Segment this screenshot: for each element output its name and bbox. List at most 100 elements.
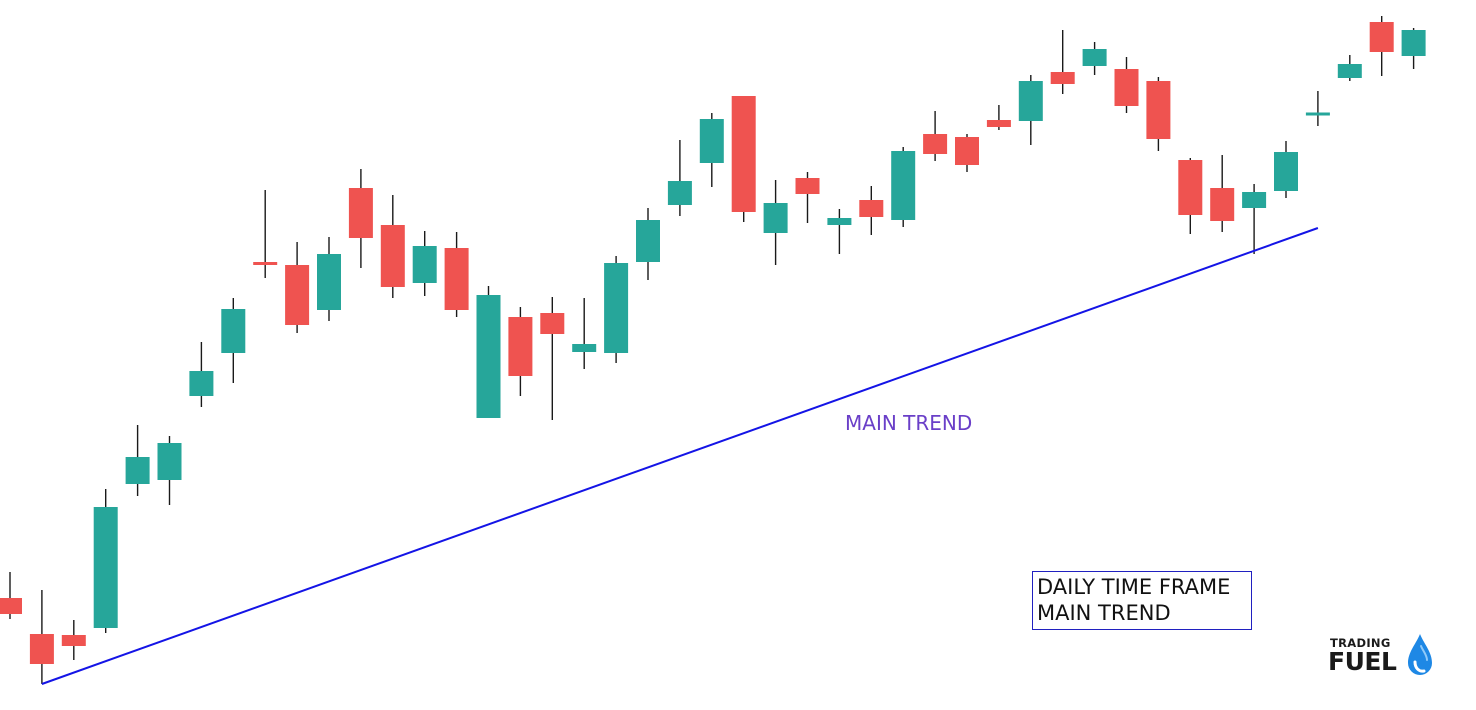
candle [699,113,724,187]
candle [1018,75,1043,145]
candle [476,286,501,418]
candle-body [763,203,788,233]
candle [604,256,629,363]
logo-small-text: TRADING [1330,636,1391,650]
candle-body [731,96,756,212]
candle [1210,155,1235,232]
candle [380,195,405,298]
candle-body [955,137,979,165]
candle [508,307,533,396]
candle-body [1401,30,1426,56]
candle-body [189,371,214,396]
candle-body [1369,22,1394,52]
candle [1274,141,1298,198]
candle-body [1050,72,1075,84]
candle-body [891,151,916,220]
candle-body [795,178,820,194]
candle [540,297,565,420]
candle [221,298,246,383]
main-trend-label: MAIN TREND [845,411,972,435]
candle-body [667,181,692,205]
candle-body [1305,112,1330,116]
candle [731,96,756,222]
trading-fuel-logo: TRADING FUEL [1326,632,1438,680]
candle [859,186,884,235]
candle-body [125,457,150,484]
candle [189,342,214,407]
candle-body [348,188,373,238]
candle-body [412,246,437,283]
candle-body [986,120,1011,127]
candle-body [1274,152,1298,191]
candle [1369,16,1394,76]
candle-body [93,507,118,628]
candle-body [636,220,660,262]
candle [1401,28,1426,69]
candle-body [157,443,182,480]
candle-body [699,119,724,163]
candle [93,489,118,633]
candle [1242,184,1267,254]
candle [412,231,437,296]
candle-body [476,295,501,418]
candle [348,169,373,268]
candle-body [859,200,884,217]
candle [61,620,86,660]
candle-body [29,634,54,664]
candle [157,436,182,505]
candle-body [923,134,948,154]
candle [795,172,820,223]
candle-body [444,248,469,310]
candle-body [540,313,565,334]
candle [891,147,916,227]
trend-layer: MAIN TREND [41,227,1319,685]
candle [763,180,788,265]
main-trend-line [41,227,1319,685]
candle [1178,158,1203,234]
candle [1337,55,1362,81]
candle [317,237,341,321]
candle [923,111,948,161]
candle-body [1146,81,1171,139]
candle [572,298,597,369]
candle [986,105,1011,130]
logo-big-text: FUEL [1328,647,1397,676]
candle-body [221,309,246,353]
candle [667,140,692,216]
candles-layer [0,16,1426,684]
candle-body [1082,49,1107,66]
candle [1050,30,1075,94]
candle [636,208,660,280]
candle [0,572,22,619]
candle-body [1242,192,1267,208]
candle [125,425,150,496]
candle-body [317,254,341,310]
candle-body [604,263,629,353]
candle [1146,77,1171,151]
candle-body [1337,64,1362,78]
candle-body [61,635,86,646]
candle [1082,42,1107,75]
candle [1305,91,1330,126]
info-box-line-1: DAILY TIME FRAME [1037,575,1231,599]
candle-body [827,218,852,225]
candle-body [0,598,22,614]
water-drop-icon [1408,634,1432,675]
candle [827,209,852,254]
candle [285,242,310,333]
candle-body [572,344,597,352]
candle-body [380,225,405,287]
candle-body [508,317,533,376]
candle [29,590,54,684]
candle-body [253,262,278,265]
timeframe-info-box: DAILY TIME FRAME MAIN TREND [1032,571,1252,630]
candle-body [1114,69,1139,106]
candle [955,134,979,172]
info-box-line-2: MAIN TREND [1037,601,1171,625]
candle [1114,57,1139,113]
candle-body [1018,81,1043,121]
candle [444,232,469,317]
candle-body [285,265,310,325]
